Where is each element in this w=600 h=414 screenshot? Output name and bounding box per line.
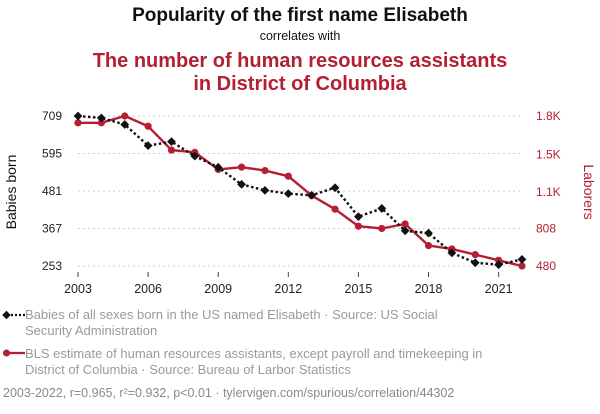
point-babies (283, 189, 293, 199)
point-babies (424, 228, 433, 238)
point-babies (167, 137, 176, 147)
chart-title-secondary-line1: The number of human resources assistants (93, 50, 508, 72)
point-babies (517, 255, 527, 264)
right-axis-label: Laborers (581, 164, 597, 219)
point-babies (237, 180, 246, 189)
left-tick-label: 367 (42, 222, 62, 236)
legend-marker-babies (2, 310, 11, 320)
left-axis-ticks: 709 595 481 367 253 (42, 109, 62, 273)
point-babies (143, 141, 153, 150)
point-laborers (424, 241, 433, 250)
left-tick-label: 253 (42, 259, 62, 273)
right-axis-ticks: 1.8K 1.5K 1.1K 808 480 (536, 109, 561, 273)
legend-label-laborers-line1: BLS estimate of human resources assistan… (25, 346, 482, 361)
point-babies (96, 113, 106, 123)
point-babies (73, 111, 83, 121)
x-tick-label: 2006 (134, 282, 162, 296)
legend-marker-laborers (3, 349, 10, 357)
chart-title-secondary-line2: in District of Columbia (193, 73, 407, 95)
point-laborers (237, 163, 246, 171)
left-tick-label: 481 (42, 184, 62, 198)
left-axis-label: Babies born (3, 155, 19, 230)
point-babies (447, 248, 457, 258)
legend-label-babies-line1: Babies of all sexes born in the US named… (25, 307, 438, 322)
left-tick-label: 709 (42, 109, 62, 123)
series-laborers (74, 112, 526, 270)
point-laborers (261, 166, 269, 175)
right-tick-label: 1.1K (536, 185, 561, 199)
point-laborers (331, 205, 339, 213)
footer-stats: 2003-2022, r=0.965, r²=0.932, p<0.01 · t… (3, 386, 454, 400)
legend-label-laborers-line2: District of Columbia · Source: Bureau of… (25, 362, 351, 377)
series-babies (73, 111, 527, 270)
point-laborers (518, 262, 526, 270)
point-babies (494, 260, 504, 270)
x-tick-label: 2009 (204, 282, 232, 296)
gridlines (78, 115, 522, 267)
series-line-laborers (78, 114, 523, 268)
point-laborers (354, 222, 363, 230)
x-tick-label: 2021 (485, 282, 513, 296)
point-babies (400, 226, 410, 236)
point-laborers (401, 220, 409, 228)
point-laborers (144, 122, 152, 130)
point-laborers (97, 119, 105, 127)
point-laborers (167, 146, 176, 154)
right-tick-label: 808 (536, 222, 556, 236)
x-tick-label: 2018 (415, 282, 443, 296)
legend-item-laborers: BLS estimate of human resources assistan… (3, 346, 482, 377)
point-babies (354, 212, 363, 222)
x-tick-label: 2012 (274, 282, 302, 296)
legend: Babies of all sexes born in the US named… (2, 307, 482, 377)
x-tick-label: 2015 (345, 282, 373, 296)
point-laborers (74, 119, 82, 127)
point-laborers (471, 251, 479, 259)
point-babies (330, 183, 340, 193)
chart-connector: correlates with (260, 29, 341, 43)
x-tick-label: 2003 (64, 282, 92, 296)
right-tick-label: 1.5K (536, 148, 561, 162)
legend-label-babies-line2: Security Administration (25, 323, 157, 338)
left-tick-label: 595 (42, 147, 62, 161)
x-axis-ticks: 2003 2006 2009 2012 2015 2018 2021 (64, 272, 513, 296)
point-laborers (284, 172, 292, 180)
chart-title: Popularity of the first name Elisabeth (132, 5, 468, 26)
point-babies (260, 185, 270, 195)
legend-item-babies: Babies of all sexes born in the US named… (2, 307, 438, 338)
point-babies (470, 258, 480, 268)
point-laborers (121, 112, 129, 120)
point-babies (190, 151, 200, 161)
right-tick-label: 480 (536, 259, 556, 273)
series-line-babies (77, 114, 523, 266)
point-babies (377, 204, 387, 213)
point-babies (120, 120, 130, 129)
point-laborers (378, 224, 386, 233)
point-babies (213, 162, 223, 172)
point-babies (307, 190, 317, 200)
right-tick-label: 1.8K (536, 109, 561, 123)
